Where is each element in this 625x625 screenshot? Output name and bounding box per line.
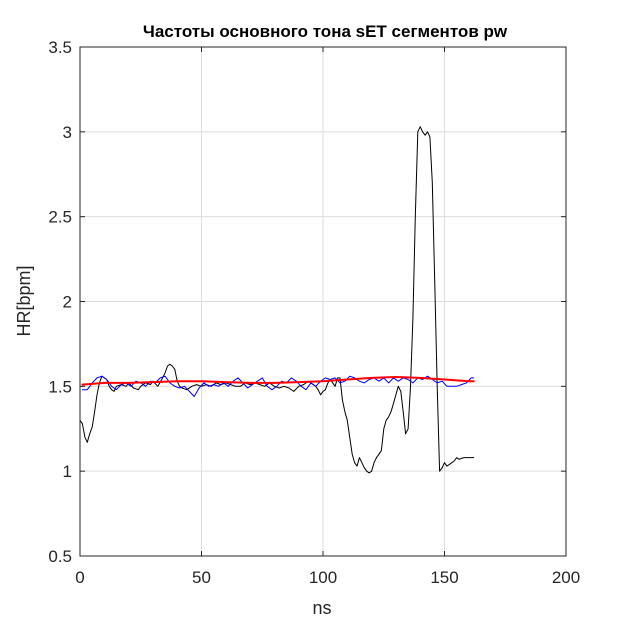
- y-tick-label: 1.5: [48, 377, 72, 396]
- x-tick-label: 0: [75, 568, 84, 587]
- y-tick-label: 2.5: [48, 208, 72, 227]
- y-tick-label: 3: [63, 123, 72, 142]
- y-tick-label: 0.5: [48, 547, 72, 566]
- chart-title: Частоты основного тона sET сегментов pw: [143, 22, 508, 41]
- x-axis-label: ns: [312, 598, 331, 618]
- series-line-2: [81, 375, 475, 397]
- y-tick-label: 2: [63, 293, 72, 312]
- y-tick-label: 1: [63, 462, 72, 481]
- x-tick-label: 100: [309, 568, 337, 587]
- y-tick-label: 3.5: [48, 38, 72, 57]
- x-tick-label: 150: [430, 568, 458, 587]
- series-line-3: [81, 376, 475, 386]
- axis-ticks: 0 50 100 150 200 0.5 1 1.5 2 2.5 3 3.5: [48, 38, 580, 587]
- x-tick-label: 200: [552, 568, 580, 587]
- series-layer: [79, 126, 475, 474]
- x-tick-label: 50: [192, 568, 211, 587]
- y-axis-label: HR[bpm]: [14, 265, 34, 336]
